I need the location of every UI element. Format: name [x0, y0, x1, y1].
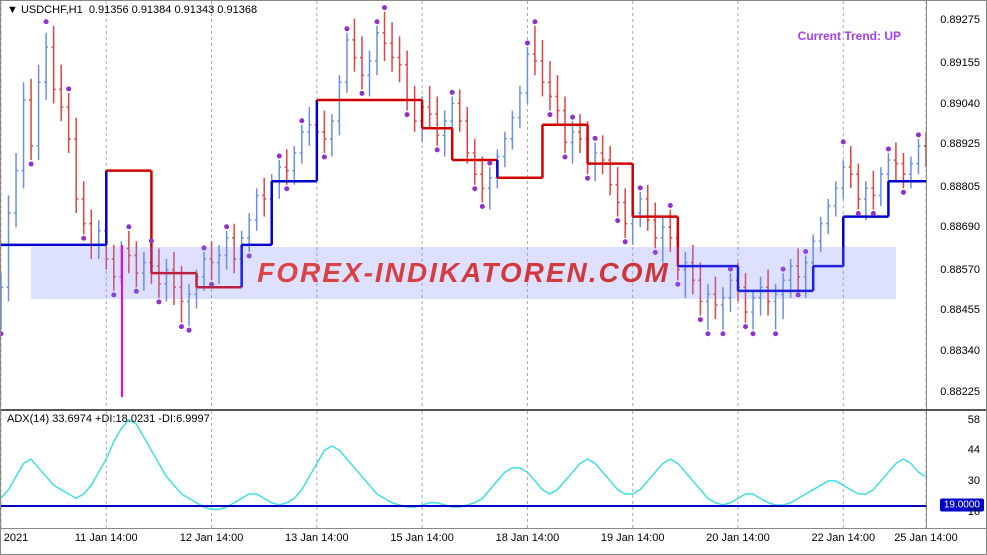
indicator-y-axis: 19.0000 58443016 [926, 411, 986, 528]
symbol-label: USDCHF,H1 [21, 4, 83, 16]
watermark-text: FOREX-INDIKATOREN.COM [257, 257, 670, 289]
main-plot-area[interactable]: FOREX-INDIKATOREN.COM [1, 1, 926, 409]
ohlc-h: 0.91384 [132, 4, 172, 16]
indicator-svg [1, 411, 926, 528]
direction-arrow: ▼ [7, 4, 18, 16]
adx-level-line [1, 505, 926, 507]
adx-indicator-panel[interactable]: ADX(14) 33.6974 +DI:18.0231 -DI:6.9997 1… [1, 411, 986, 529]
chart-title: ▼ USDCHF,H1 0.91356 0.91384 0.91343 0.91… [7, 4, 257, 16]
ohlc-c: 0.91368 [217, 4, 257, 16]
adx-title: ADX(14) 33.6974 +DI:18.0231 -DI:6.9997 [7, 413, 210, 425]
price-y-axis: 0.892750.891550.890400.889250.888050.886… [926, 1, 986, 409]
main-price-panel[interactable]: ▼ USDCHF,H1 0.91356 0.91384 0.91343 0.91… [1, 1, 986, 411]
trend-label: Current Trend: UP [798, 29, 901, 43]
magenta-vertical-line [121, 245, 123, 397]
ohlc-o: 0.91356 [89, 4, 129, 16]
indicator-plot-area[interactable] [1, 411, 926, 528]
main-chart-svg [1, 1, 926, 409]
watermark-band: FOREX-INDIKATOREN.COM [31, 247, 896, 299]
time-x-axis: 8 Jan 202111 Jan 14:0012 Jan 14:0013 Jan… [1, 529, 986, 554]
ohlc-l: 0.91343 [174, 4, 214, 16]
chart-window: ▼ USDCHF,H1 0.91356 0.91384 0.91343 0.91… [0, 0, 987, 555]
